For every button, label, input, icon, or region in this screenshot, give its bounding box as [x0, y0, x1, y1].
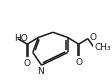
Text: CH₃: CH₃: [94, 43, 111, 52]
Text: HO: HO: [14, 34, 28, 43]
Text: O: O: [24, 59, 31, 68]
Text: N: N: [37, 67, 44, 76]
Text: O: O: [75, 58, 82, 67]
Text: O: O: [89, 33, 96, 42]
